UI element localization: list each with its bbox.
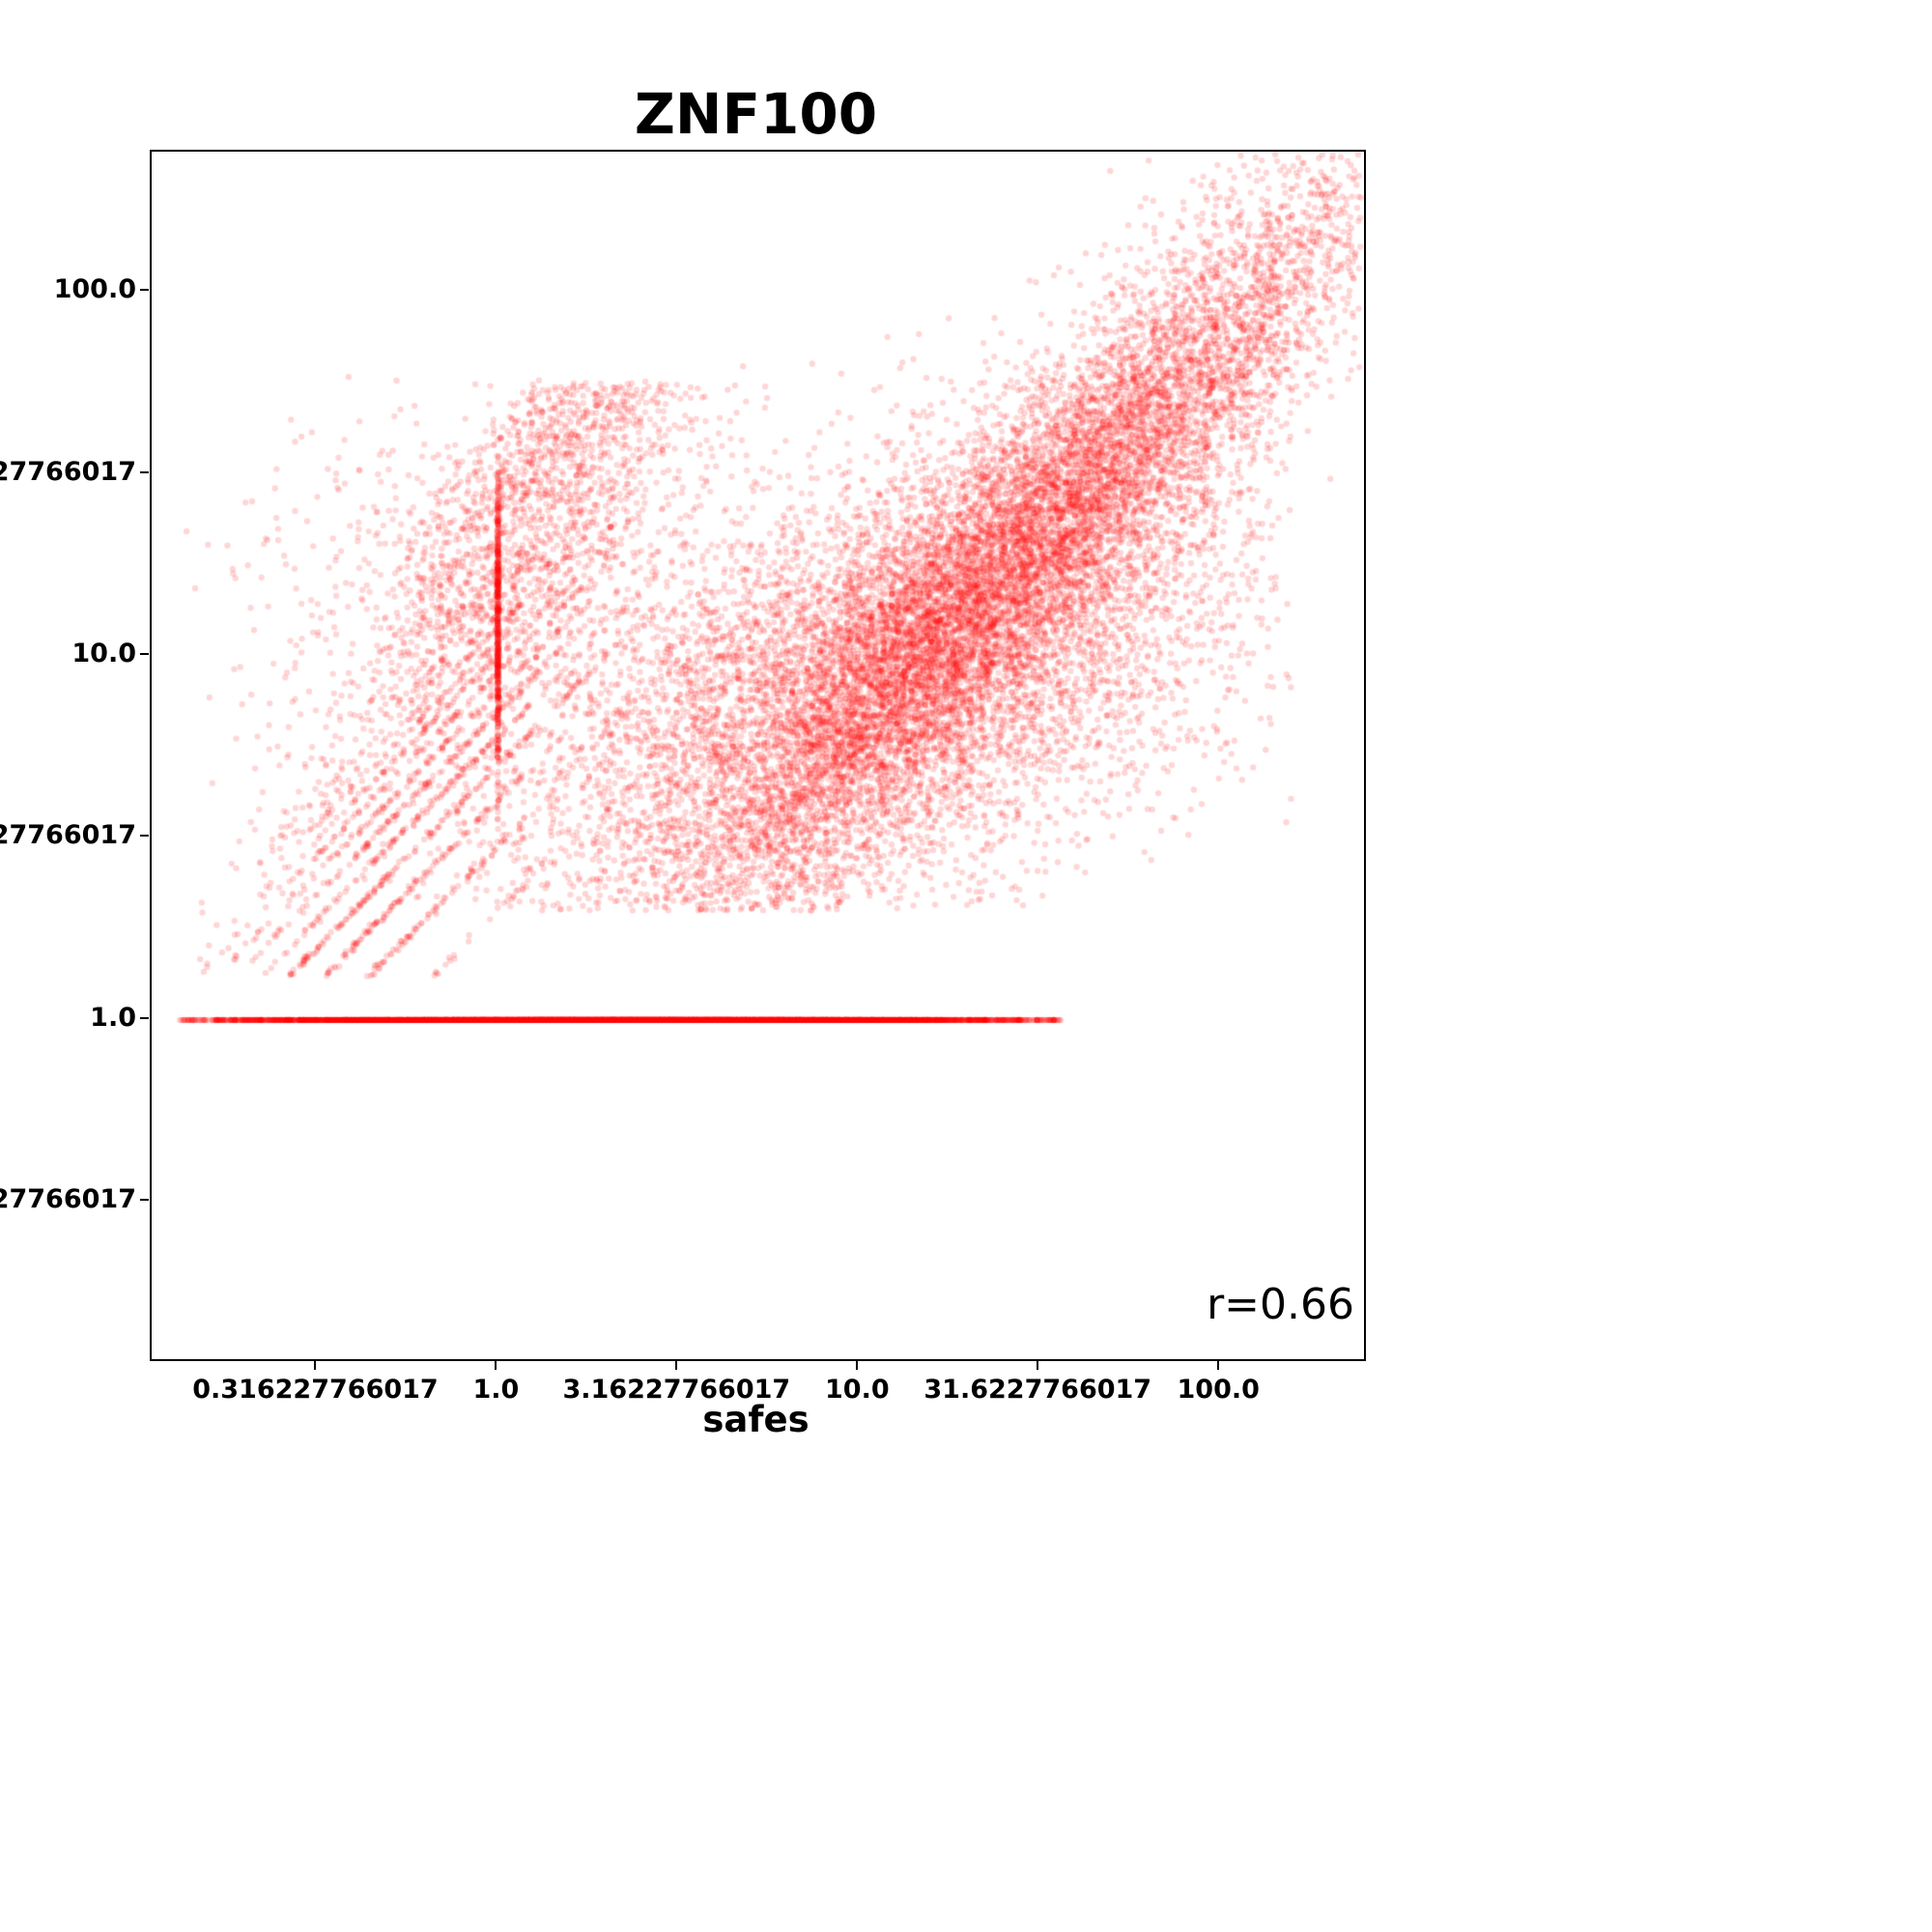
x-tick-label: 100.0: [1177, 1375, 1260, 1405]
x-tick-mark: [856, 1361, 859, 1370]
x-tick-mark: [1037, 1361, 1039, 1370]
x-tick-mark: [495, 1361, 497, 1370]
y-tick-label: 6227766017: [0, 1184, 136, 1215]
y-tick-mark: [140, 653, 149, 656]
y-tick-label: 1.0: [90, 1002, 136, 1033]
x-tick-label: 10.0: [825, 1375, 890, 1405]
correlation-annotation: r=0.66: [1207, 1280, 1354, 1329]
x-axis-label: safes: [702, 1399, 810, 1440]
y-tick-mark: [140, 835, 149, 838]
x-tick-mark: [675, 1361, 678, 1370]
y-tick-mark: [140, 289, 149, 292]
x-tick-label: 3.16227766017: [562, 1375, 791, 1405]
y-tick-label: 10.0: [71, 639, 136, 669]
x-tick-mark: [1217, 1361, 1220, 1370]
plot-area: r=0.66: [150, 150, 1366, 1361]
y-tick-label: 6227766017: [0, 820, 136, 851]
y-tick-mark: [140, 1016, 149, 1019]
y-tick-mark: [140, 470, 149, 473]
x-tick-label: 1.0: [472, 1375, 520, 1405]
y-tick-mark: [140, 1199, 149, 1202]
y-tick-label: 100.0: [53, 274, 136, 305]
y-tick-label: 6227766017: [0, 456, 136, 487]
x-tick-mark: [314, 1361, 317, 1370]
x-tick-label: 0.316227766017: [192, 1375, 439, 1405]
chart-title: ZNF100: [634, 81, 878, 147]
scatter-canvas: [152, 152, 1364, 1359]
x-tick-label: 31.6227766017: [923, 1375, 1152, 1405]
